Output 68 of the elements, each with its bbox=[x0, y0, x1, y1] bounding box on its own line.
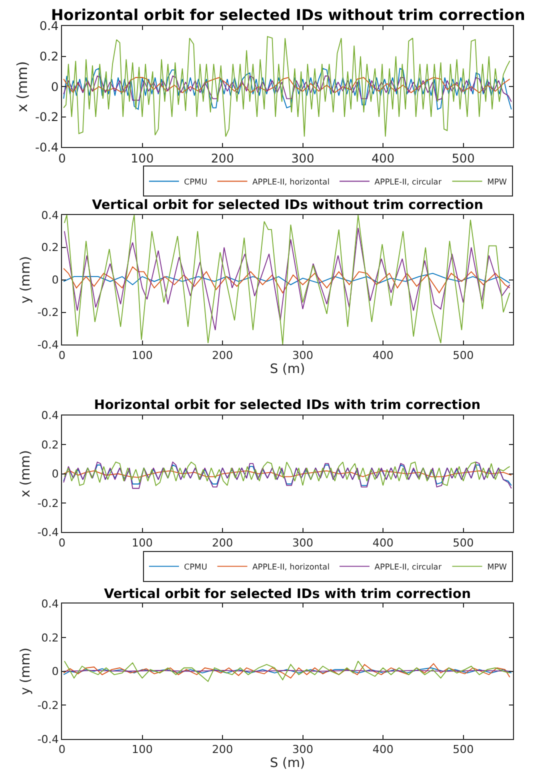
y-tick-label: 0.4 bbox=[41, 208, 59, 222]
x-tick-label: 400 bbox=[372, 348, 394, 362]
x-tick-label: 500 bbox=[452, 152, 475, 166]
y-tick-label: -0.4 bbox=[35, 140, 59, 154]
line-series bbox=[64, 227, 510, 331]
line-series bbox=[64, 660, 510, 682]
chart-title: Vertical orbit for selected IDs with trim correction bbox=[104, 587, 471, 602]
x-tick-label: 500 bbox=[452, 536, 474, 550]
y-tick-label: -0.2 bbox=[37, 698, 59, 712]
y-tick-label: -0.2 bbox=[35, 110, 59, 124]
legend-label: APPLE-II, circular bbox=[374, 562, 442, 572]
y-tick-label: 0 bbox=[52, 665, 59, 678]
legend-label: CPMU bbox=[184, 177, 208, 186]
chart-title: Horizontal orbit for selected IDs with trim correction bbox=[94, 398, 481, 413]
y-tick-label: 0 bbox=[50, 80, 59, 94]
x-axis-title: S (m) bbox=[270, 362, 306, 377]
y-tick-label: 0.2 bbox=[41, 438, 59, 452]
line-series bbox=[63, 76, 512, 102]
line-series bbox=[63, 36, 510, 138]
x-tick-label: 200 bbox=[212, 536, 233, 550]
line-series bbox=[63, 272, 510, 286]
legend-label: APPLE-II, horizontal bbox=[252, 562, 330, 572]
line-series bbox=[64, 214, 510, 345]
line-series bbox=[63, 68, 512, 110]
y-tick-label: 0.2 bbox=[41, 631, 59, 644]
y-tick-label: -0.2 bbox=[37, 306, 59, 320]
y-tick-label: 0.2 bbox=[41, 241, 59, 254]
y-tick-label: -0.4 bbox=[37, 732, 59, 746]
y-axis-title: x (mm) bbox=[14, 61, 31, 112]
line-series bbox=[63, 667, 512, 676]
x-tick-label: 300 bbox=[292, 743, 314, 756]
y-tick-label: 0 bbox=[52, 468, 59, 481]
legend-label: MPW bbox=[487, 562, 507, 572]
line-series bbox=[63, 266, 510, 294]
x-tick-label: 200 bbox=[211, 152, 234, 166]
x-tick-label: 500 bbox=[452, 743, 474, 756]
x-tick-label: 300 bbox=[292, 536, 314, 550]
x-tick-label: 200 bbox=[212, 743, 233, 756]
y-tick-label: 0.4 bbox=[41, 409, 59, 422]
y-tick-label: 0.2 bbox=[40, 50, 59, 64]
y-axis-title: x (mm) bbox=[18, 450, 34, 498]
x-tick-label: 100 bbox=[130, 152, 154, 166]
chart-title: Vertical orbit for selected IDs without trim correction bbox=[92, 198, 484, 213]
line-series bbox=[63, 470, 512, 478]
x-tick-label: 100 bbox=[132, 348, 153, 362]
legend-label: APPLE-II, circular bbox=[374, 177, 442, 186]
x-tick-label: 400 bbox=[372, 152, 394, 166]
legend-label: APPLE-II, horizontal bbox=[252, 177, 330, 186]
x-tick-label: 300 bbox=[292, 348, 314, 362]
y-tick-label: -0.2 bbox=[37, 496, 59, 510]
x-tick-label: 100 bbox=[132, 536, 153, 550]
x-tick-label: 500 bbox=[452, 348, 474, 362]
legend-label: CPMU bbox=[184, 562, 208, 572]
x-tick-label: 100 bbox=[132, 743, 153, 756]
line-series bbox=[63, 663, 510, 678]
x-tick-label: 400 bbox=[372, 743, 394, 756]
line-series bbox=[63, 77, 510, 94]
x-tick-label: 400 bbox=[372, 536, 394, 550]
x-axis-title: S (m) bbox=[270, 756, 306, 772]
y-tick-label: -0.4 bbox=[37, 338, 59, 352]
x-tick-label: 300 bbox=[291, 152, 314, 166]
y-tick-label: -0.4 bbox=[37, 526, 59, 540]
legend-label: MPW bbox=[487, 177, 507, 186]
y-tick-label: 0.4 bbox=[41, 597, 59, 610]
y-axis-title: y (mm) bbox=[18, 256, 34, 304]
x-tick-label: 200 bbox=[212, 348, 233, 362]
y-axis-title: y (mm) bbox=[18, 648, 34, 695]
y-tick-label: 0 bbox=[52, 274, 59, 287]
